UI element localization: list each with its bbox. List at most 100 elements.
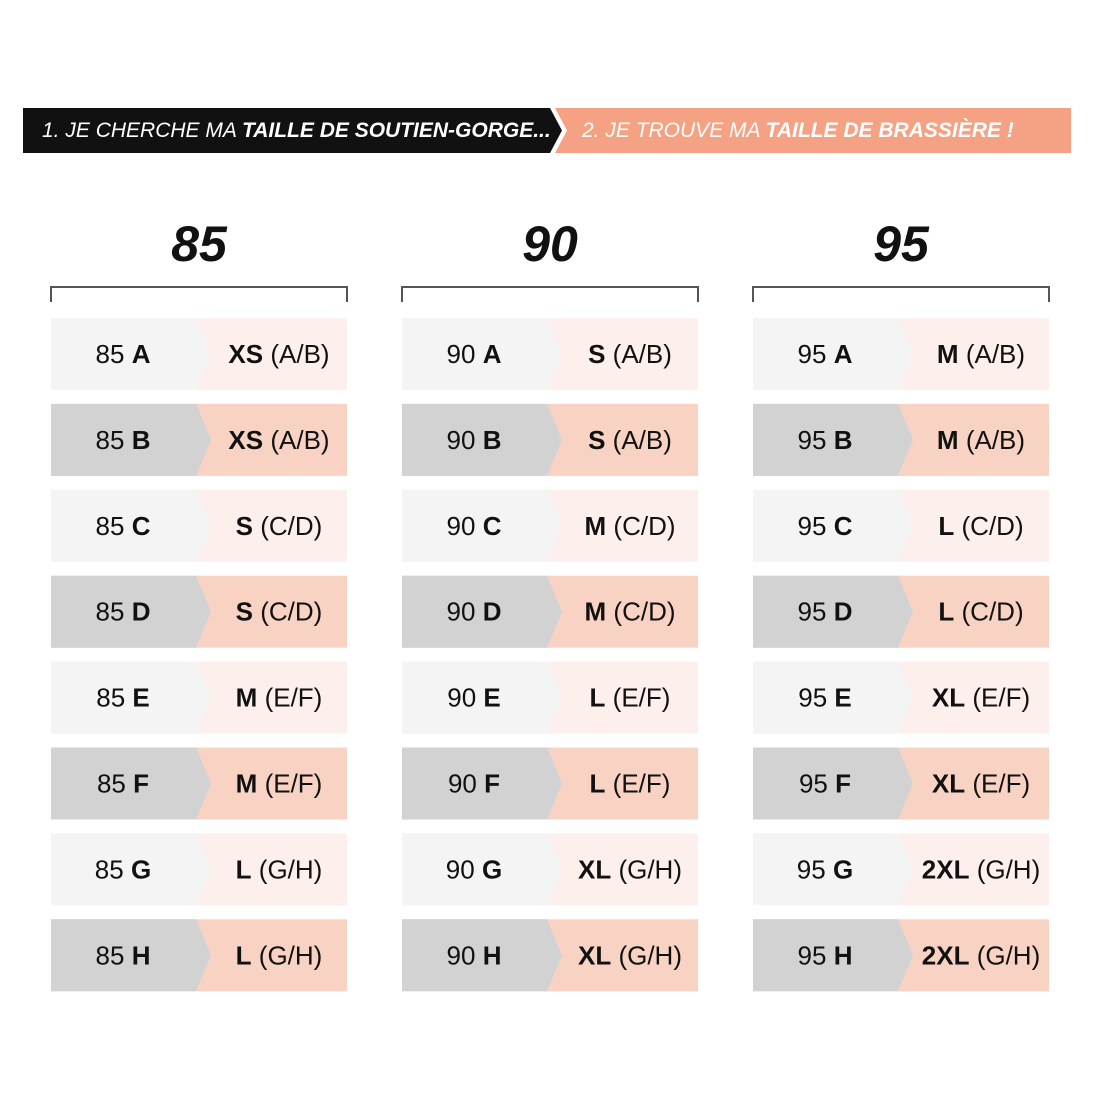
bralette-size: S (A/B) xyxy=(588,339,672,369)
bralette-size: XL (G/H) xyxy=(578,940,682,970)
cup-range: (G/H) xyxy=(618,854,682,884)
step2-text: 2. JE TROUVE MA TAILLE DE BRASSIÈRE ! xyxy=(581,119,1014,142)
band-heading: 85 xyxy=(171,216,228,272)
bra-size: 85 F xyxy=(97,768,149,798)
bralette-size: XS (A/B) xyxy=(228,339,329,369)
bra-size: 85 B xyxy=(96,425,151,455)
cup-range: (A/B) xyxy=(966,339,1025,369)
step2-bold: TAILLE DE BRASSIÈRE ! xyxy=(766,119,1014,142)
bralette-size: XL (G/H) xyxy=(578,854,682,884)
band: 90 xyxy=(447,339,476,369)
bra-cell xyxy=(402,833,562,906)
bra-cell xyxy=(753,489,913,562)
bra-cell xyxy=(753,747,913,820)
bralette-size: L (E/F) xyxy=(590,682,671,712)
bralette-size: M (A/B) xyxy=(937,339,1025,369)
band: 90 xyxy=(447,940,476,970)
cup: G xyxy=(131,854,151,884)
bra-cell xyxy=(51,747,211,820)
cup: D xyxy=(132,597,151,627)
bralette-size: S (C/D) xyxy=(236,511,323,541)
bra-size: 85 C xyxy=(96,511,151,541)
size: L xyxy=(938,597,954,627)
band: 95 xyxy=(798,511,827,541)
size: M xyxy=(585,511,607,541)
bra-cell xyxy=(402,747,562,820)
band: 85 xyxy=(96,682,125,712)
cup-range: (E/F) xyxy=(265,682,323,712)
band: 85 xyxy=(96,511,125,541)
bra-cell xyxy=(402,661,562,734)
bra-size: 90 B xyxy=(447,425,502,455)
bra-size: 95 E xyxy=(798,682,852,712)
size: XL xyxy=(932,682,965,712)
size: XL xyxy=(932,768,965,798)
cup: B xyxy=(834,425,853,455)
size: S xyxy=(236,597,253,627)
size: S xyxy=(588,339,605,369)
band: 90 xyxy=(447,425,476,455)
size: S xyxy=(588,425,605,455)
cup: D xyxy=(834,597,853,627)
bra-cell xyxy=(51,403,211,476)
cup-range: (E/F) xyxy=(613,682,671,712)
step1-bold: TAILLE DE SOUTIEN-GORGE... xyxy=(242,119,551,142)
size: M xyxy=(937,339,959,369)
band: 85 xyxy=(96,425,125,455)
bra-size: 85 A xyxy=(96,339,151,369)
bracket xyxy=(752,286,1050,302)
bra-size: 95 B xyxy=(798,425,853,455)
bralette-size: M (C/D) xyxy=(585,511,676,541)
bra-cell xyxy=(402,318,562,390)
size: XL xyxy=(578,854,611,884)
bra-size: 95 F xyxy=(799,768,851,798)
cup: H xyxy=(483,940,502,970)
size: L xyxy=(236,940,252,970)
bralette-size: 2XL (G/H) xyxy=(922,940,1040,970)
bra-cell xyxy=(753,403,913,476)
cup: C xyxy=(834,511,853,541)
bralette-size: M (E/F) xyxy=(236,768,323,798)
bra-cell xyxy=(402,919,562,992)
cup: B xyxy=(132,425,151,455)
size: XL xyxy=(578,940,611,970)
bra-size: 85 D xyxy=(96,597,151,627)
cup: E xyxy=(834,682,851,712)
cup-range: (E/F) xyxy=(972,768,1030,798)
bralette-size: S (A/B) xyxy=(588,425,672,455)
band: 90 xyxy=(448,768,477,798)
bralette-size: L (G/H) xyxy=(236,940,323,970)
band: 90 xyxy=(447,597,476,627)
bra-cell xyxy=(402,575,562,648)
band: 85 xyxy=(95,854,124,884)
band: 90 xyxy=(447,511,476,541)
cup-range: (A/B) xyxy=(613,425,672,455)
size: M xyxy=(236,768,258,798)
bra-cell xyxy=(51,661,211,734)
bralette-size: L (C/D) xyxy=(938,511,1023,541)
cup: C xyxy=(483,511,502,541)
band: 85 xyxy=(96,339,125,369)
step1-prefix: 1. JE CHERCHE MA xyxy=(42,119,236,142)
cup-range: (A/B) xyxy=(270,339,329,369)
band: 90 xyxy=(446,854,475,884)
bra-cell xyxy=(51,575,211,648)
bra-cell xyxy=(402,489,562,562)
cup: A xyxy=(834,339,853,369)
bralette-size: M (C/D) xyxy=(585,597,676,627)
cup: F xyxy=(484,768,500,798)
band: 85 xyxy=(97,768,126,798)
bra-size: 95 C xyxy=(798,511,853,541)
bra-size: 90 E xyxy=(447,682,501,712)
bralette-size: L (C/D) xyxy=(938,597,1023,627)
band-heading: 90 xyxy=(522,216,578,272)
band: 95 xyxy=(798,682,827,712)
cup-range: (G/H) xyxy=(977,940,1041,970)
size: M xyxy=(236,682,258,712)
step2-bar xyxy=(555,108,1071,153)
band-heading: 95 xyxy=(873,216,930,272)
cup: C xyxy=(132,511,151,541)
bralette-size: L (E/F) xyxy=(590,768,671,798)
cup-range: (C/D) xyxy=(260,511,322,541)
